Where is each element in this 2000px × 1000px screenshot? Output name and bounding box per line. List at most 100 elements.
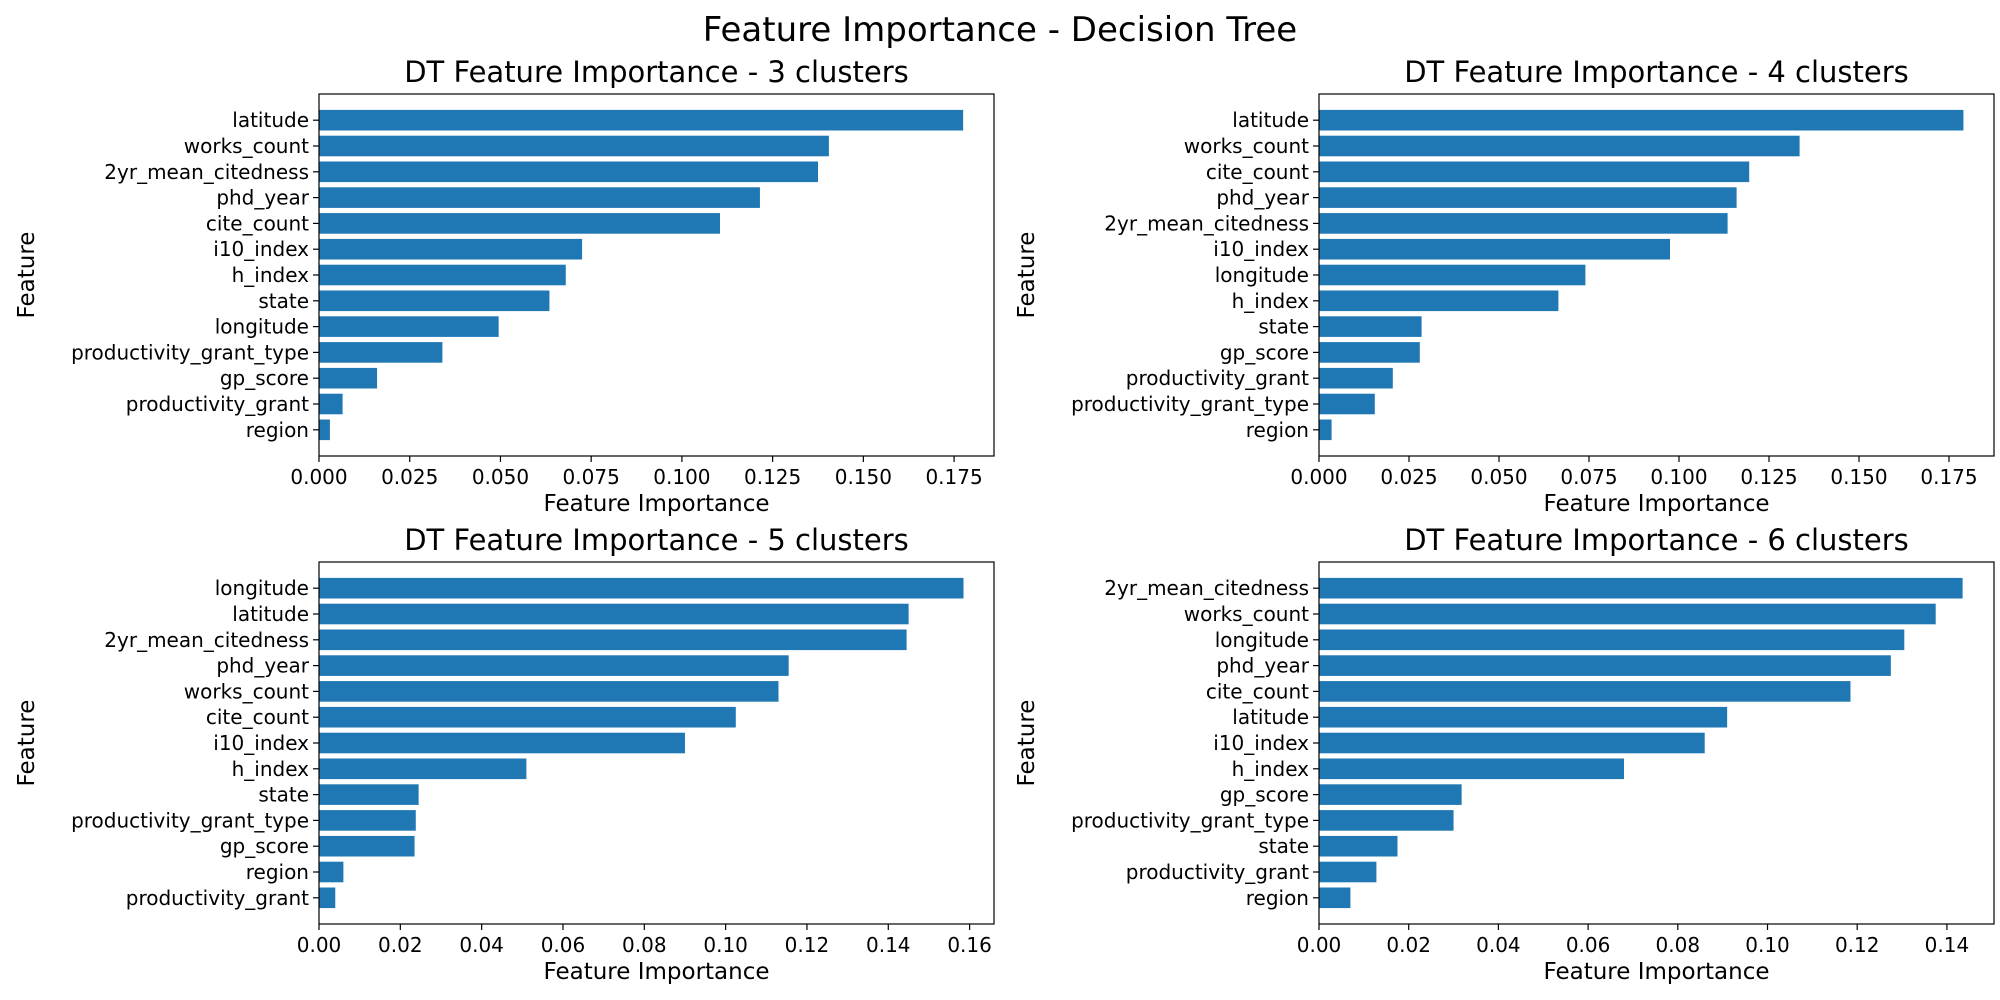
y-tick-label: state (258, 783, 309, 807)
bar-productivity_grant_type (319, 810, 416, 831)
x-tick-label: 0.02 (378, 933, 423, 957)
bar-i10_index (1319, 732, 1705, 754)
bar-i10_index (319, 238, 583, 260)
x-tick-label: 0.00 (297, 933, 342, 957)
panel-title: DT Feature Importance - 3 clusters (404, 55, 909, 89)
y-tick-label: cite_count (206, 211, 309, 235)
x-tick-label: 0.025 (1380, 465, 1437, 489)
x-tick-label: 0.02 (1386, 933, 1431, 957)
bar-state (319, 784, 419, 805)
x-tick-label: 0.100 (1650, 465, 1707, 489)
y-tick-label: gp_score (220, 366, 309, 390)
y-tick-label: cite_count (1206, 160, 1309, 184)
bar-longitude (1319, 264, 1586, 286)
y-tick-label: phd_year (1216, 186, 1309, 210)
y-tick-label: phd_year (216, 654, 309, 678)
y-axis-label: Feature (1014, 232, 1040, 319)
chart-panel-3-clusters: DT Feature Importance - 3 clusters region… (14, 55, 995, 517)
bar-latitude (1319, 706, 1728, 728)
x-tick-label: 0.150 (835, 465, 892, 489)
x-tick-label: 0.10 (703, 933, 748, 957)
bar-productivity_grant (319, 887, 336, 909)
y-tick-label: phd_year (1216, 654, 1309, 678)
bar-state (1319, 316, 1422, 337)
y-tick-label: longitude (1215, 628, 1309, 652)
x-axis-label: Feature Importance (1543, 491, 1769, 517)
bar-h_index (319, 758, 527, 780)
bar-gp_score (1319, 784, 1462, 805)
y-tick-label: longitude (215, 576, 309, 600)
y-tick-label: i10_index (213, 237, 309, 261)
bar-2yr_mean_citedness (319, 629, 907, 651)
bar-cite_count (1319, 681, 1851, 702)
y-tick-label: longitude (1215, 263, 1309, 287)
chart-panel-6-clusters: DT Feature Importance - 6 clusters region… (1014, 523, 1995, 985)
bar-works_count (319, 135, 829, 157)
x-tick-label: 0.00 (1297, 933, 1342, 957)
chart-panel-5-clusters: DT Feature Importance - 5 clusters produc… (14, 523, 995, 985)
y-tick-label: 2yr_mean_citedness (1104, 576, 1309, 600)
x-tick-label: 0.150 (1830, 465, 1887, 489)
x-tick-label: 0.08 (1656, 933, 1701, 957)
x-tick-label: 0.10 (1745, 933, 1790, 957)
bar-longitude (319, 316, 499, 337)
bar-cite_count (319, 213, 721, 234)
y-tick-label: gp_score (1220, 340, 1309, 364)
panel-title: DT Feature Importance - 6 clusters (1404, 523, 1909, 557)
x-tick-label: 0.06 (1566, 933, 1611, 957)
bar-productivity_grant_type (319, 342, 443, 363)
axes-frame (318, 93, 995, 457)
bar-i10_index (319, 732, 685, 754)
y-tick-label: productivity_grant_type (71, 340, 309, 364)
bar-state (319, 290, 550, 312)
x-tick-label: 0.075 (563, 465, 620, 489)
y-axis-label: Feature (1014, 700, 1040, 787)
bar-latitude (1319, 109, 1964, 131)
x-tick-label: 0.125 (1740, 465, 1797, 489)
bar-phd_year (1319, 655, 1891, 676)
x-tick-label: 0.12 (1835, 933, 1880, 957)
y-tick-label: phd_year (216, 186, 309, 210)
y-tick-label: state (1258, 834, 1309, 858)
bar-productivity_grant_type (1319, 393, 1375, 415)
x-tick-label: 0.175 (925, 465, 982, 489)
y-tick-label: 2yr_mean_citedness (104, 628, 309, 652)
y-tick-label: works_count (184, 679, 309, 703)
figure-title: Feature Importance - Decision Tree (702, 10, 1298, 50)
y-tick-label: 2yr_mean_citedness (1104, 211, 1309, 235)
bar-longitude (319, 577, 964, 599)
x-tick-label: 0.14 (1925, 933, 1970, 957)
y-tick-label: h_index (232, 757, 310, 781)
bar-productivity_grant (319, 393, 343, 415)
y-tick-label: gp_score (1220, 783, 1309, 807)
bar-state (1319, 835, 1398, 857)
y-tick-label: h_index (1232, 289, 1310, 313)
axes-frame (318, 561, 995, 925)
panel-title: DT Feature Importance - 5 clusters (404, 523, 909, 557)
bar-2yr_mean_citedness (1319, 213, 1728, 234)
y-tick-label: region (246, 418, 309, 442)
y-tick-label: i10_index (1213, 731, 1309, 755)
axes-frame (1318, 561, 1995, 925)
bar-gp_score (319, 835, 415, 857)
bar-region (319, 861, 344, 883)
bar-works_count (319, 681, 779, 702)
bar-cite_count (1319, 161, 1750, 183)
y-tick-label: productivity_grant (126, 392, 309, 416)
bar-productivity_grant (1319, 367, 1393, 389)
y-tick-label: productivity_grant (1126, 366, 1309, 390)
x-axis-label: Feature Importance (543, 959, 769, 985)
x-tick-label: 0.06 (541, 933, 586, 957)
x-tick-label: 0.000 (1290, 465, 1347, 489)
bar-phd_year (319, 655, 789, 676)
bar-latitude (319, 109, 964, 131)
y-tick-label: region (246, 860, 309, 884)
y-axis-label: Feature (14, 700, 40, 787)
bar-h_index (319, 264, 566, 286)
bar-region (1319, 419, 1332, 441)
x-tick-label: 0.000 (290, 465, 347, 489)
y-tick-label: productivity_grant_type (1071, 808, 1309, 832)
bar-2yr_mean_citedness (319, 161, 818, 183)
y-tick-label: region (1246, 886, 1309, 910)
x-tick-label: 0.12 (785, 933, 830, 957)
